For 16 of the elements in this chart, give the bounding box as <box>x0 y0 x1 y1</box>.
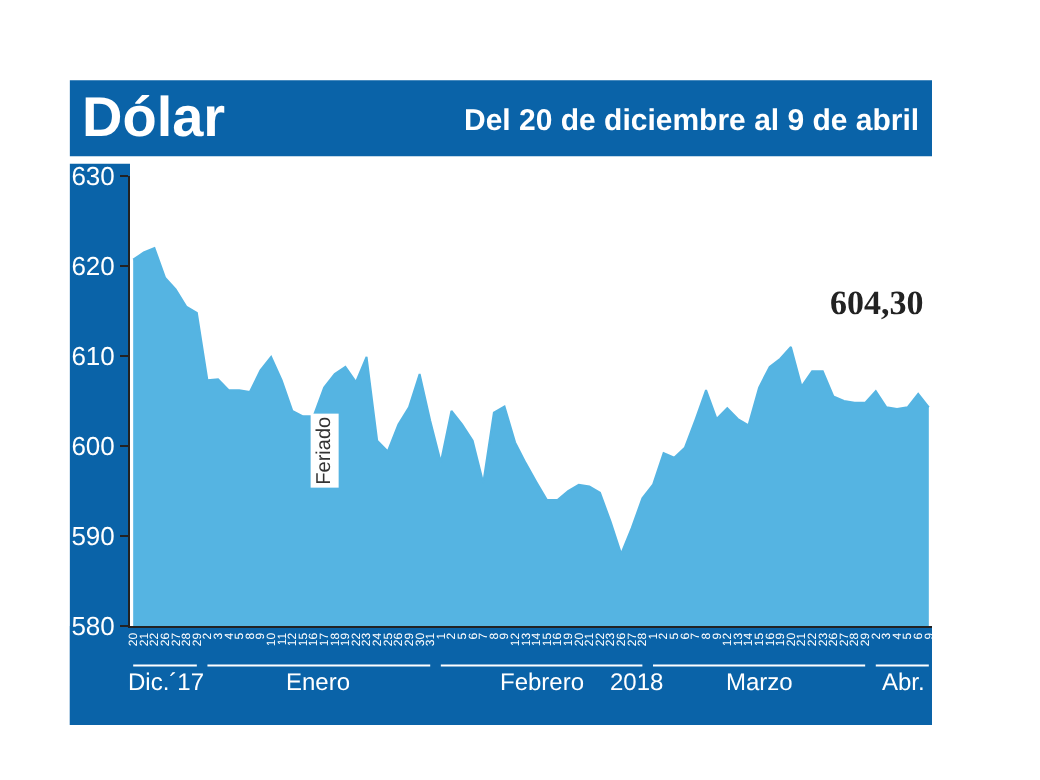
text: Dic.´17 <box>128 668 205 696</box>
y-tick-label: 610 <box>71 341 115 372</box>
text: Febrero <box>500 668 585 696</box>
annotation: Feriado <box>313 415 336 485</box>
y-tick-label: 630 <box>71 161 115 192</box>
text: Abr. <box>882 668 925 696</box>
y-tick-label: 580 <box>71 611 115 642</box>
y-tick-label: 590 <box>71 521 115 552</box>
text: 2018 <box>610 668 665 696</box>
chart-title: Dólar <box>82 86 226 148</box>
data-label: 604,30 <box>830 284 924 322</box>
chart-subtitle: Del 20 de diciembre al 9 de abril <box>464 104 920 138</box>
text: Enero <box>286 668 351 696</box>
y-tick-label: 620 <box>71 251 115 282</box>
text: Marzo <box>726 668 794 696</box>
y-tick-label: 600 <box>71 431 115 462</box>
